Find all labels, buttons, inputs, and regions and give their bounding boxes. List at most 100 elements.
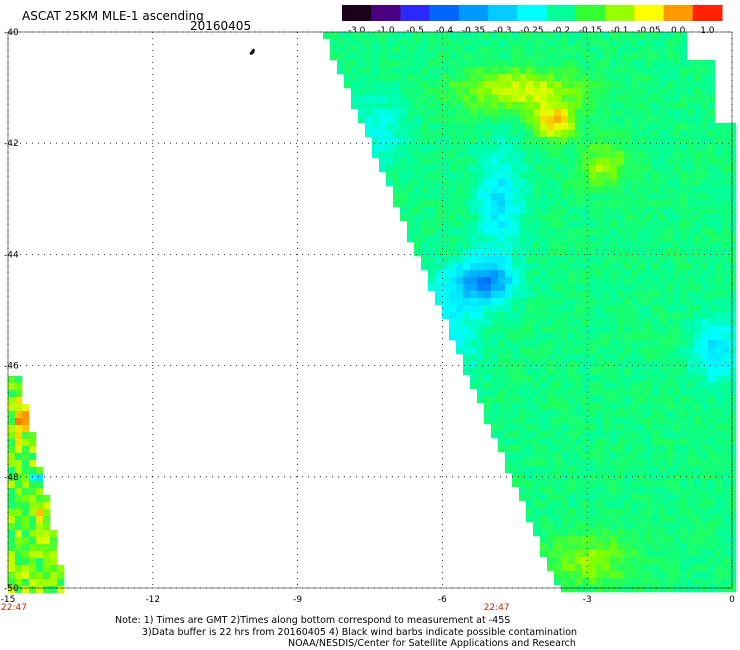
heat-cell <box>708 102 716 110</box>
heat-cell <box>526 326 534 334</box>
heat-cell <box>624 557 632 565</box>
heat-cell <box>680 95 688 103</box>
heat-cell <box>498 165 506 173</box>
heat-cell <box>589 221 597 229</box>
heat-cell <box>729 319 737 327</box>
heat-cell <box>582 109 590 117</box>
heat-cell <box>652 305 660 313</box>
heat-cell <box>694 95 702 103</box>
heat-cell <box>638 207 646 215</box>
heat-cell <box>547 508 555 516</box>
heat-cell <box>582 74 590 82</box>
heat-cell <box>715 123 723 131</box>
heat-cell <box>547 151 555 159</box>
heat-cell <box>547 557 555 565</box>
heat-cell <box>722 515 730 523</box>
heat-cell <box>659 466 667 474</box>
heat-cell <box>498 396 506 404</box>
heat-cell <box>638 32 646 40</box>
heat-cell <box>519 179 527 187</box>
heat-cell <box>680 207 688 215</box>
heat-cell <box>498 410 506 418</box>
heat-cell <box>645 214 653 222</box>
heat-cell <box>729 543 737 551</box>
heat-cell <box>680 32 688 40</box>
heat-cell <box>554 557 562 565</box>
heat-cell <box>43 558 51 566</box>
heat-cell <box>603 333 611 341</box>
heat-cell <box>610 382 618 390</box>
heat-cell <box>610 284 618 292</box>
heat-cell <box>498 179 506 187</box>
heat-cell <box>582 494 590 502</box>
heat-cell <box>575 228 583 236</box>
heat-cell <box>652 578 660 586</box>
heat-cell <box>652 158 660 166</box>
heat-cell <box>337 60 345 68</box>
heat-cell <box>617 74 625 82</box>
heat-cell <box>498 214 506 222</box>
heat-cell <box>456 102 464 110</box>
heat-cell <box>540 144 548 152</box>
heat-cell <box>43 579 51 587</box>
heat-cell <box>526 312 534 320</box>
heat-cell <box>421 186 429 194</box>
heat-cell <box>603 151 611 159</box>
heat-cell <box>512 326 520 334</box>
heat-cell <box>428 116 436 124</box>
heat-cell <box>400 130 408 138</box>
heat-cell <box>498 172 506 180</box>
heat-cell <box>372 137 380 145</box>
heat-cell <box>547 144 555 152</box>
heat-cell <box>554 221 562 229</box>
heat-cell <box>449 207 457 215</box>
heat-cell <box>428 53 436 61</box>
heat-cell <box>729 557 737 565</box>
heat-cell <box>659 165 667 173</box>
heat-cell <box>36 488 44 496</box>
heat-cell <box>631 165 639 173</box>
heat-cell <box>36 502 44 510</box>
heat-cell <box>568 410 576 418</box>
heat-cell <box>491 109 499 117</box>
heat-cell <box>477 270 485 278</box>
heat-cell <box>512 480 520 488</box>
heat-cell <box>8 425 16 433</box>
heat-cell <box>442 263 450 271</box>
heat-cell <box>568 172 576 180</box>
heat-cell <box>603 32 611 40</box>
heat-cell <box>631 291 639 299</box>
heat-cell <box>680 228 688 236</box>
heat-cell <box>484 137 492 145</box>
heat-cell <box>638 396 646 404</box>
heat-cell <box>435 263 443 271</box>
heat-cell <box>589 543 597 551</box>
heat-cell <box>519 452 527 460</box>
heat-cell <box>589 305 597 313</box>
heat-cell <box>680 270 688 278</box>
heat-cell <box>463 116 471 124</box>
heat-cell <box>43 586 51 594</box>
heat-cell <box>540 326 548 334</box>
heat-cell <box>456 326 464 334</box>
heat-cell <box>708 403 716 411</box>
heat-cell <box>631 515 639 523</box>
heat-cell <box>456 305 464 313</box>
heat-cell <box>638 571 646 579</box>
heat-cell <box>687 179 695 187</box>
heat-cell <box>596 74 604 82</box>
heat-cell <box>589 431 597 439</box>
heat-cell <box>561 214 569 222</box>
heat-cell <box>554 32 562 40</box>
heat-cell <box>568 452 576 460</box>
heat-cell <box>666 172 674 180</box>
heat-cell <box>715 508 723 516</box>
heat-cell <box>631 172 639 180</box>
heat-cell <box>680 319 688 327</box>
heat-cell <box>519 39 527 47</box>
heat-cell <box>666 326 674 334</box>
heat-cell <box>449 214 457 222</box>
heat-cell <box>694 319 702 327</box>
heat-cell <box>477 396 485 404</box>
heat-cell <box>715 585 723 593</box>
